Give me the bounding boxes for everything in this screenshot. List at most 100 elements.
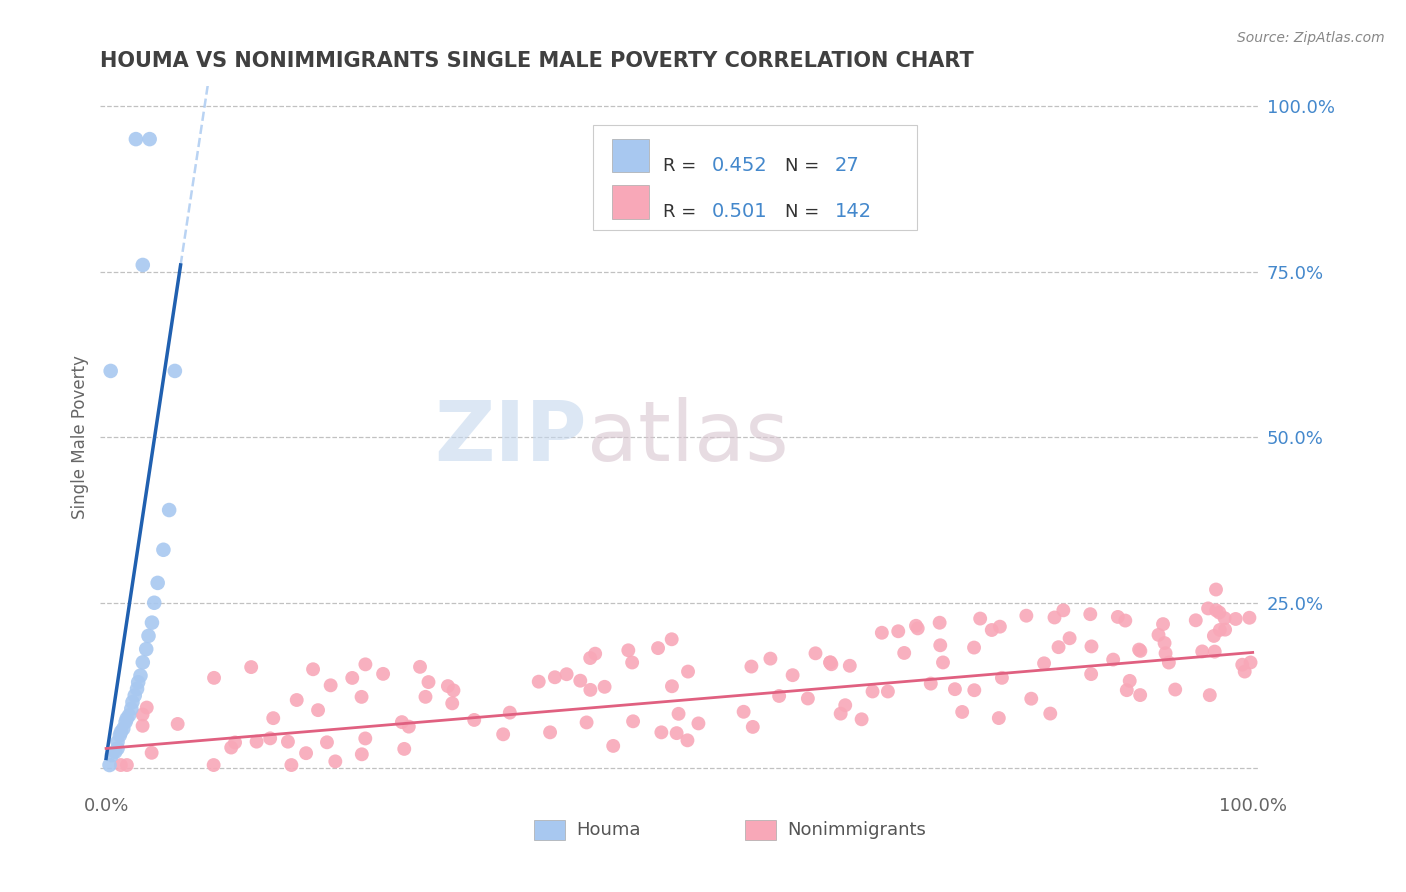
Text: ZIP: ZIP	[434, 397, 586, 478]
Text: 27: 27	[835, 156, 859, 175]
Point	[768, 689, 790, 703]
Point	[963, 683, 986, 698]
Point	[932, 656, 955, 670]
Text: Houma: Houma	[576, 822, 641, 839]
Point	[877, 684, 900, 698]
Text: R =: R =	[664, 157, 702, 175]
Point	[830, 706, 852, 721]
Point	[415, 690, 437, 704]
Point	[963, 640, 986, 655]
Point	[893, 646, 915, 660]
Point	[929, 638, 952, 652]
Point	[733, 705, 755, 719]
Point	[782, 668, 804, 682]
Point	[527, 674, 550, 689]
Text: atlas: atlas	[586, 397, 789, 478]
Point	[107, 735, 129, 749]
Point	[285, 693, 308, 707]
Point	[350, 690, 373, 704]
Point	[621, 656, 644, 670]
Point	[579, 682, 602, 697]
Point	[104, 745, 127, 759]
Point	[110, 758, 132, 772]
Point	[1205, 603, 1227, 617]
Point	[621, 714, 644, 729]
Point	[499, 706, 522, 720]
Point	[125, 681, 148, 696]
Point	[950, 705, 973, 719]
Point	[1209, 623, 1232, 637]
Point	[166, 717, 188, 731]
Point	[125, 132, 148, 146]
Point	[1152, 617, 1174, 632]
Point	[1197, 601, 1219, 615]
Point	[138, 132, 160, 146]
Point	[131, 719, 153, 733]
Point	[1033, 657, 1056, 671]
Point	[1154, 646, 1177, 660]
Text: R =: R =	[664, 202, 702, 221]
Point	[991, 671, 1014, 685]
Point	[1184, 613, 1206, 627]
Point	[107, 741, 129, 756]
Point	[887, 624, 910, 639]
Point	[307, 703, 329, 717]
Point	[943, 682, 966, 697]
Point	[259, 731, 281, 746]
FancyBboxPatch shape	[612, 139, 650, 172]
Point	[371, 666, 394, 681]
Point	[1102, 652, 1125, 666]
Point	[1204, 644, 1226, 658]
Point	[1233, 665, 1256, 679]
Point	[569, 673, 592, 688]
Point	[1202, 629, 1225, 643]
Point	[120, 702, 142, 716]
Point	[132, 258, 155, 272]
Point	[661, 632, 683, 647]
Point	[443, 683, 465, 698]
Point	[245, 734, 267, 748]
Point	[98, 758, 121, 772]
Point	[398, 720, 420, 734]
Point	[862, 684, 884, 698]
Point	[141, 615, 163, 630]
Point	[112, 722, 135, 736]
Point	[219, 740, 242, 755]
FancyBboxPatch shape	[612, 185, 650, 219]
Point	[593, 680, 616, 694]
Point	[1043, 610, 1066, 624]
Point	[904, 619, 927, 633]
Point	[262, 711, 284, 725]
Point	[141, 746, 163, 760]
Point	[647, 641, 669, 656]
Point	[1059, 632, 1081, 646]
Point	[1052, 603, 1074, 617]
Point	[316, 735, 339, 749]
Point	[804, 646, 827, 660]
Point	[834, 698, 856, 713]
Point	[354, 657, 377, 672]
Point	[202, 758, 225, 772]
Point	[797, 691, 820, 706]
Point	[907, 621, 929, 635]
Point	[277, 734, 299, 748]
Point	[1129, 688, 1152, 702]
Text: N =: N =	[785, 157, 825, 175]
Point	[575, 715, 598, 730]
Point	[127, 675, 149, 690]
Point	[492, 727, 515, 741]
Point	[583, 647, 606, 661]
Point	[115, 758, 138, 772]
Point	[987, 711, 1010, 725]
Y-axis label: Single Male Poverty: Single Male Poverty	[72, 355, 89, 519]
FancyBboxPatch shape	[592, 125, 917, 230]
Point	[1078, 607, 1101, 622]
Point	[143, 596, 166, 610]
Point	[157, 503, 180, 517]
Point	[110, 725, 132, 739]
Point	[129, 668, 152, 682]
Point	[602, 739, 624, 753]
Text: N =: N =	[785, 202, 825, 221]
Point	[980, 623, 1002, 637]
Point	[1015, 608, 1038, 623]
